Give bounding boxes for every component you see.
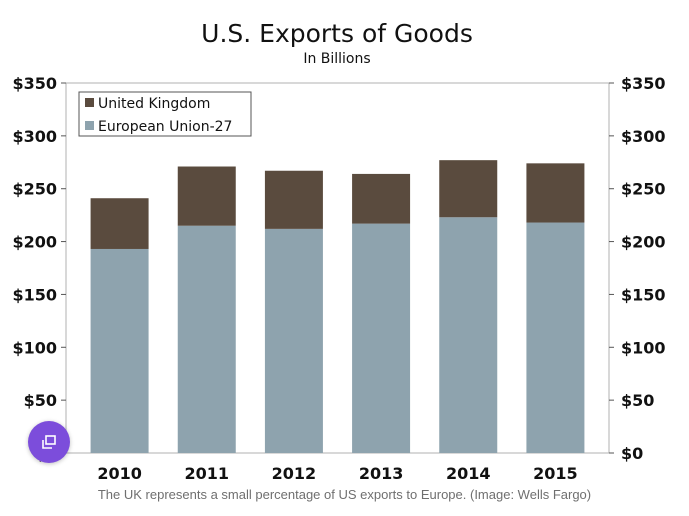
x-tick-label: 2013	[359, 464, 404, 483]
y-tick-label-right: $350	[621, 74, 666, 93]
plot-frame	[65, 82, 610, 454]
x-tick-label: 2015	[533, 464, 578, 483]
bar-european-union-2012	[264, 228, 323, 453]
y-tick-label-right: $50	[621, 391, 654, 410]
legend-swatch-european-union	[85, 121, 94, 130]
y-tick-label-left: $350	[12, 74, 57, 93]
y-tick-label-right: $100	[621, 338, 666, 357]
legend-label-united-kingdom: United Kingdom	[98, 96, 210, 112]
bar-european-union-2013	[352, 223, 411, 453]
x-tick-label: 2011	[184, 464, 229, 483]
copy-floating-button[interactable]	[28, 421, 70, 463]
bar-united-kingdom-2011	[177, 166, 236, 226]
y-tick-label-right: $200	[621, 233, 666, 252]
y-axis-ticks: $0$0$50$50$100$100$150$150$200$200$250$2…	[12, 74, 665, 463]
bar-united-kingdom-2014	[439, 160, 498, 218]
y-tick-label-left: $200	[12, 233, 57, 252]
image-caption: The UK represents a small percentage of …	[97, 487, 592, 502]
chart-subtitle: In Billions	[303, 51, 370, 67]
y-tick-label-left: $100	[12, 338, 57, 357]
bar-group	[90, 160, 585, 453]
bar-united-kingdom-2010	[90, 198, 149, 249]
y-tick-label-right: $0	[621, 444, 643, 463]
y-tick-label-left: $150	[12, 285, 57, 304]
x-tick-label: 2010	[97, 464, 142, 483]
x-tick-label: 2014	[446, 464, 491, 483]
bar-european-union-2010	[90, 248, 149, 453]
bar-united-kingdom-2013	[352, 173, 411, 224]
y-tick-label-right: $150	[621, 285, 666, 304]
y-tick-label-right: $250	[621, 180, 666, 199]
legend-label-european-union: European Union-27	[98, 119, 232, 135]
x-tick-label: 2012	[272, 464, 317, 483]
y-tick-label-left: $50	[24, 391, 57, 410]
copy-icon	[42, 435, 56, 449]
x-axis-labels: 2010 2011 2012 2013 2014 2015	[97, 464, 577, 483]
legend: United Kingdom European Union-27	[78, 91, 252, 137]
bar-european-union-2015	[526, 222, 585, 453]
legend-box	[78, 91, 252, 137]
bar-united-kingdom-2015	[526, 163, 585, 223]
y-tick-label-left: $300	[12, 127, 57, 146]
y-tick-label-left: $250	[12, 180, 57, 199]
y-tick-label-right: $300	[621, 127, 666, 146]
bar-european-union-2014	[439, 217, 498, 453]
bar-european-union-2011	[177, 225, 236, 453]
legend-swatch-united-kingdom	[85, 98, 94, 107]
bar-united-kingdom-2012	[264, 170, 323, 229]
chart-title: U.S. Exports of Goods	[201, 19, 473, 48]
exports-chart: U.S. Exports of Goods In Billions $0$0$5…	[12, 19, 665, 483]
